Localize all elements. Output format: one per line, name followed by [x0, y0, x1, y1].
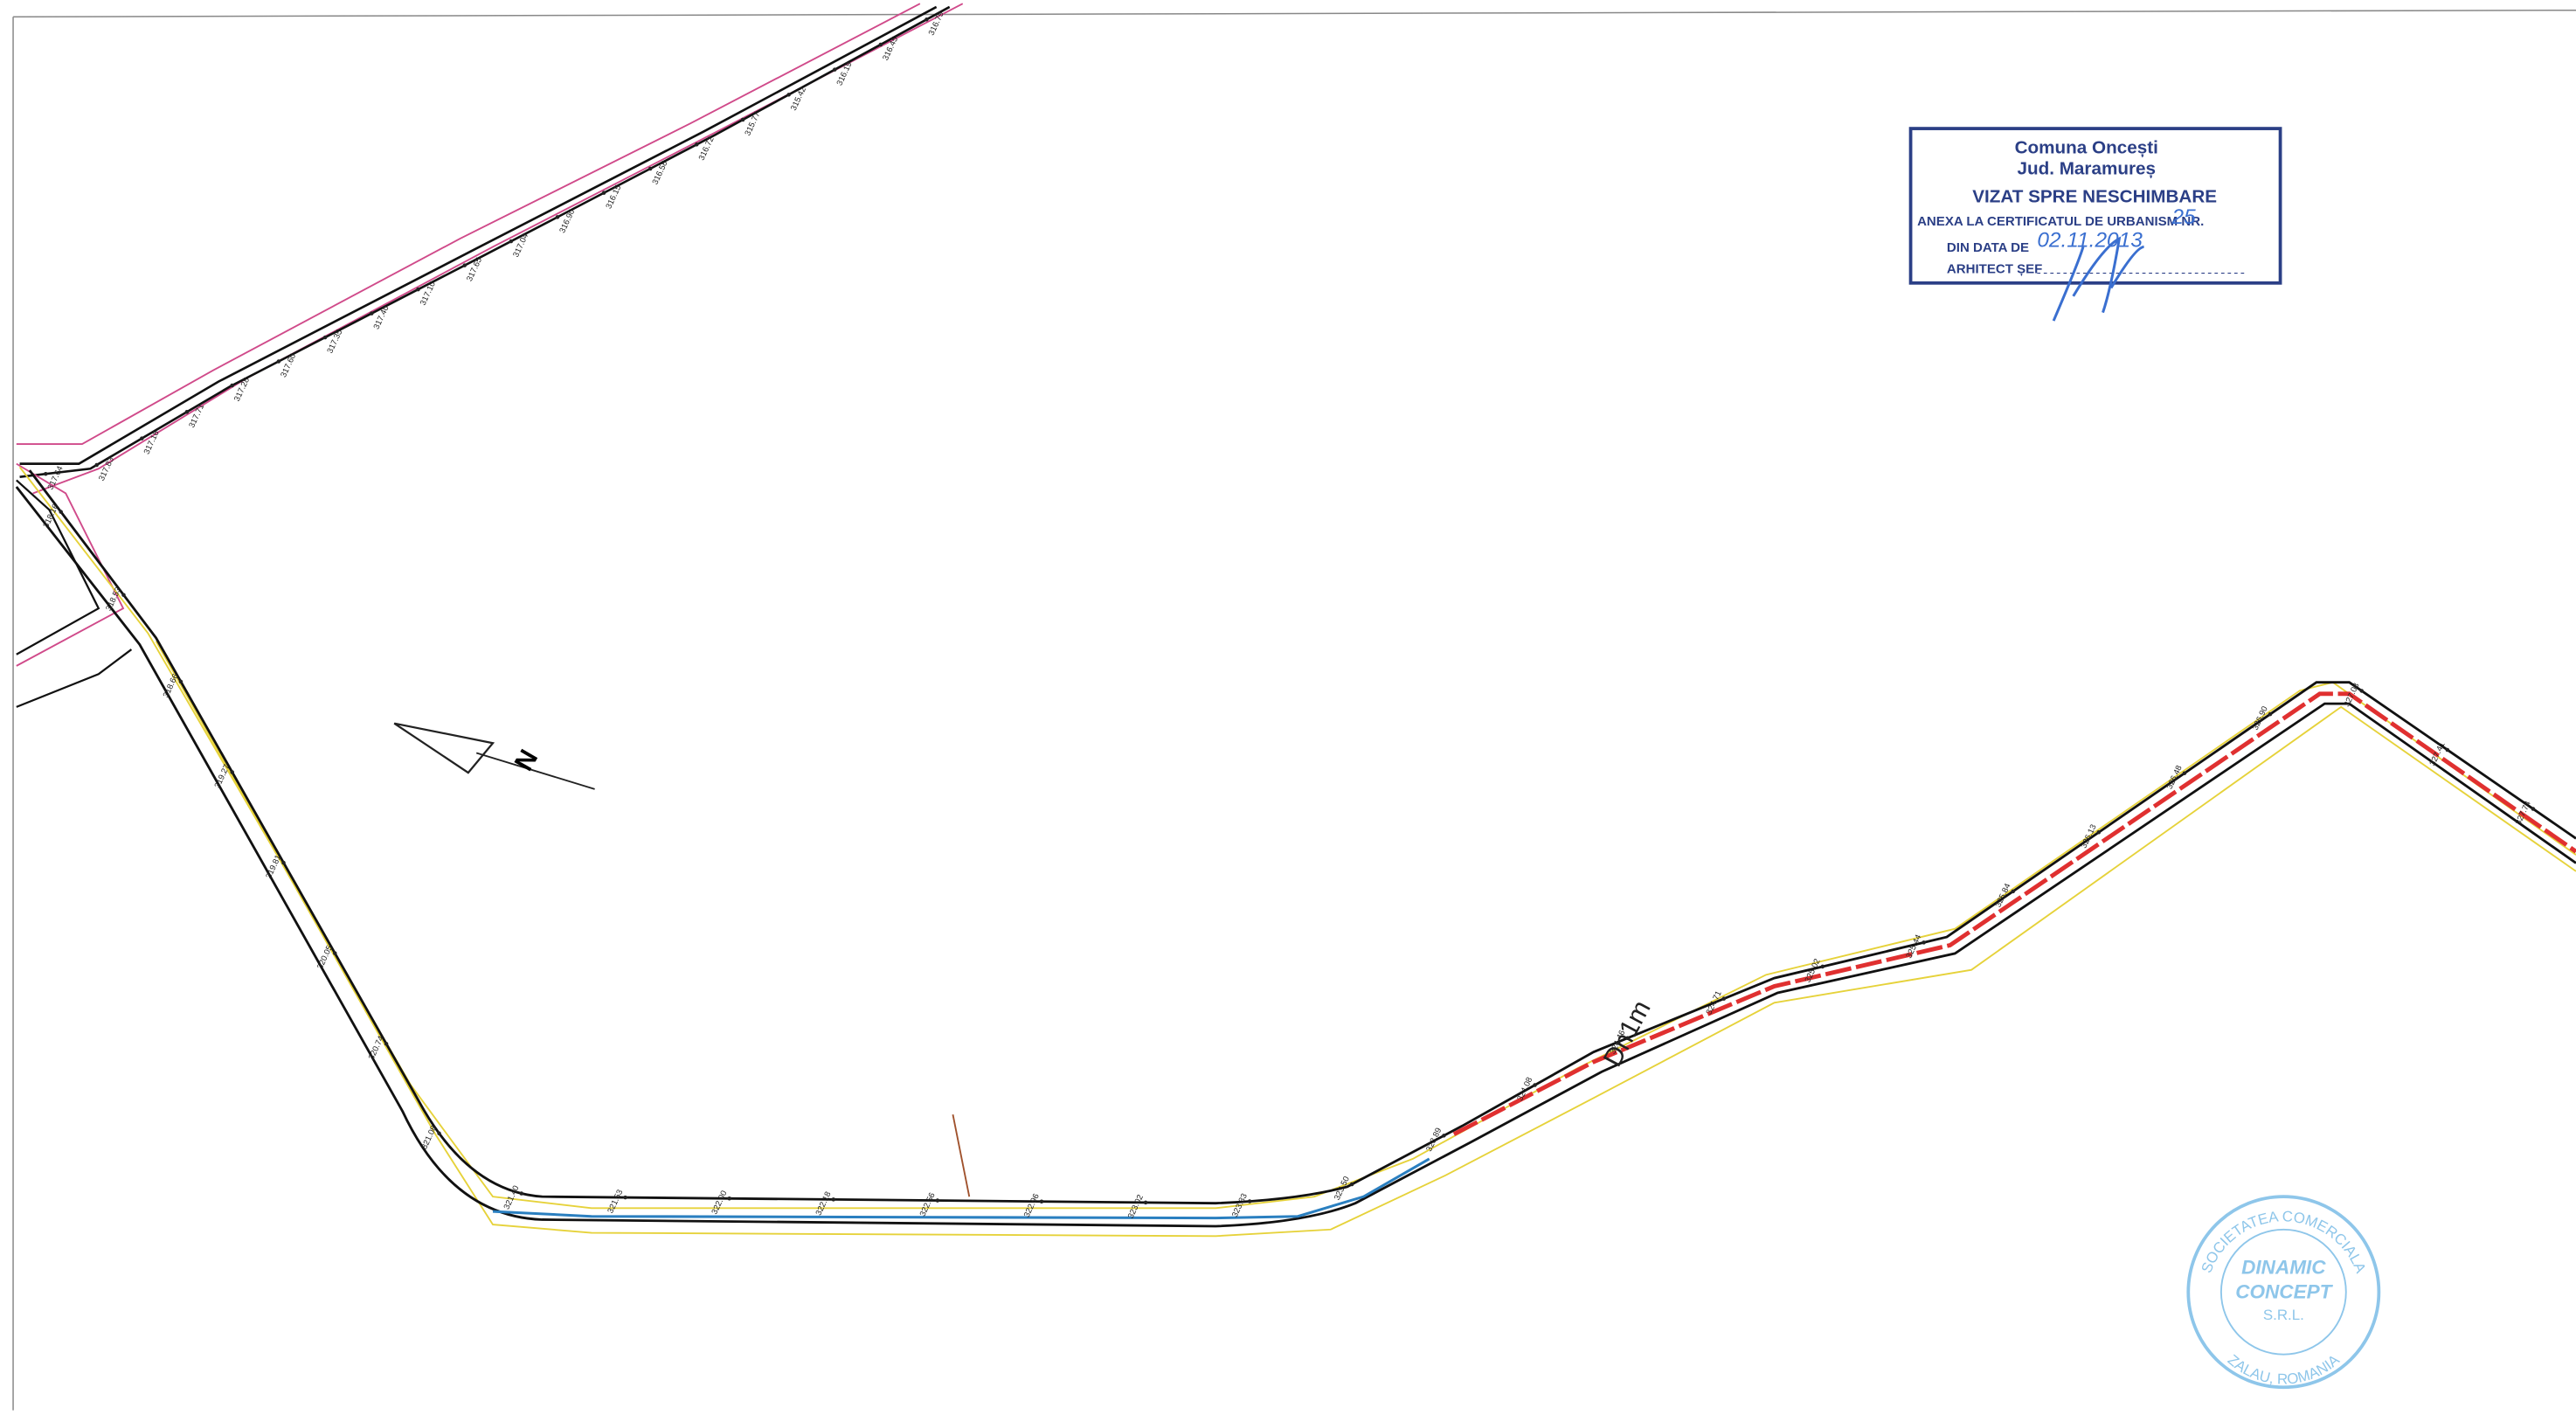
road-edge [16, 649, 133, 708]
arrow-head [393, 722, 495, 774]
survey-point [2268, 711, 2273, 717]
survey-point [1143, 1200, 1148, 1205]
survey-point [601, 191, 606, 195]
side-line [952, 1113, 971, 1197]
survey-point [1625, 1036, 1630, 1041]
survey-point [1442, 1134, 1446, 1138]
survey-point [740, 117, 745, 122]
survey-point [786, 93, 791, 97]
stamp-line: Comuna Oncești [2015, 137, 2158, 157]
survey-point [2182, 771, 2187, 775]
survey-point [384, 1042, 389, 1046]
signature [2052, 236, 2144, 322]
survey-point [2359, 689, 2364, 693]
property-line [16, 3, 921, 446]
survey-point [178, 679, 184, 684]
survey-point [2096, 830, 2102, 835]
seal-name: CONCEPT [2235, 1281, 2333, 1303]
stamp-label: ANEXA LA CERTIFICATUL DE URBANISM NR. [1917, 214, 2204, 229]
survey-point [647, 166, 653, 171]
survey-point [370, 311, 374, 316]
stamp-line: Jud. Maramureș [2017, 159, 2156, 179]
survey-point [2445, 747, 2450, 753]
stamp-label: DIN DATA DE [1947, 240, 2029, 255]
survey-point [623, 1195, 627, 1200]
arrow-shaft [475, 752, 595, 790]
survey-point [437, 1131, 441, 1136]
survey-point [831, 1197, 836, 1202]
survey-point [1820, 964, 1825, 969]
survey-point [2011, 889, 2016, 894]
stamp-label: ARHITECT ȘEF [1947, 262, 2042, 277]
survey-point [924, 17, 929, 22]
survey-point [230, 383, 234, 388]
survey-point [832, 67, 837, 72]
survey-point [1039, 1199, 1044, 1203]
survey-point [2531, 807, 2536, 811]
survey-point [184, 409, 190, 414]
survey-point [1721, 996, 1727, 1001]
survey-point [333, 951, 337, 955]
seal-name: DINAMIC [2241, 1257, 2326, 1279]
survey-point [44, 471, 48, 476]
survey-point [94, 462, 99, 468]
survey-point [555, 215, 560, 219]
survey-point [1922, 940, 1926, 945]
survey-point [416, 287, 420, 292]
stamp-frame [1908, 127, 2282, 285]
survey-point [121, 593, 126, 597]
survey-point [1533, 1083, 1537, 1087]
seal-suffix: S.R.L. [2263, 1307, 2304, 1323]
stamp-line: VIZAT SPRE NESCHIMBARE [1972, 187, 2217, 207]
survey-point [695, 142, 699, 147]
ditch-line [492, 1157, 1430, 1220]
survey-point [281, 860, 286, 865]
road-edge [28, 469, 2576, 1205]
axis-line [1452, 691, 2576, 1136]
survey-point [1349, 1182, 1354, 1187]
survey-point [230, 770, 235, 774]
seal-ring [2186, 1195, 2381, 1390]
survey-point [276, 359, 281, 364]
survey-point [935, 1198, 940, 1203]
survey-point [519, 1191, 524, 1196]
survey-point [140, 436, 144, 440]
survey-point [878, 42, 883, 47]
survey-point [462, 263, 467, 267]
approval-stamp: Comuna Oncești Jud. Maramureș VIZAT SPRE… [1908, 127, 2282, 322]
property-line [16, 462, 125, 667]
roads [15, 3, 2576, 1238]
survey-point [1247, 1199, 1252, 1203]
road-edge [19, 5, 951, 478]
road-edge [15, 486, 2576, 1228]
survey-point [59, 510, 63, 514]
survey-point [727, 1196, 731, 1201]
stamp-handwriting: 25 [2171, 205, 2196, 229]
stamp-handwriting: 02.11.2013 [2037, 228, 2143, 252]
sheet-border [13, 9, 2576, 17]
survey-outline [155, 641, 2576, 1238]
survey-point [322, 335, 328, 340]
seal-ring [2219, 1228, 2347, 1356]
road-edge [19, 5, 938, 465]
survey-point [509, 239, 514, 244]
